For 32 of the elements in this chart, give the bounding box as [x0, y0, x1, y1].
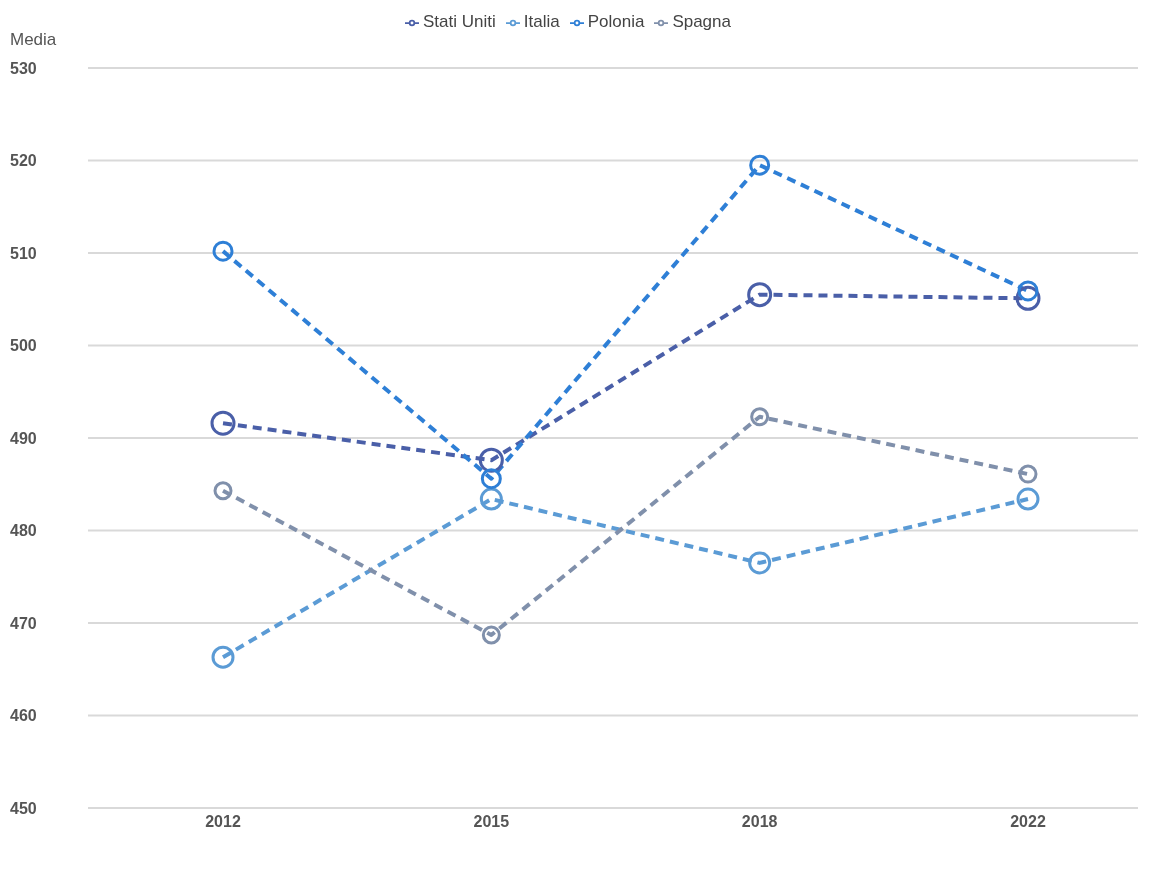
y-tick-label: 490 — [10, 429, 37, 447]
y-tick-label: 520 — [10, 152, 37, 170]
point — [1017, 280, 1039, 302]
point — [213, 481, 233, 501]
y-tick-label: 530 — [10, 59, 37, 77]
legend-label: Polonia — [587, 12, 645, 31]
y-tick-label: 510 — [10, 244, 37, 262]
point — [749, 154, 771, 176]
point — [750, 407, 770, 427]
point — [210, 410, 236, 436]
x-tick-label: 2022 — [1010, 813, 1046, 831]
point — [1016, 487, 1040, 511]
legend-label: Italia — [523, 12, 560, 31]
y-tick-label: 500 — [10, 337, 37, 355]
legend-label: Spagna — [672, 12, 731, 31]
y-tick-label: 460 — [10, 707, 37, 725]
point — [748, 551, 772, 575]
x-tick-label: 2012 — [205, 813, 241, 831]
point — [479, 487, 503, 511]
point — [211, 645, 235, 669]
point — [747, 282, 773, 308]
point — [480, 468, 502, 490]
legend-label: Stati Uniti — [422, 12, 496, 31]
y-axis-title: Media — [10, 30, 57, 50]
point — [212, 240, 234, 262]
x-tick-label: 2015 — [473, 813, 510, 831]
y-tick-label: 480 — [10, 522, 37, 540]
point — [481, 625, 501, 645]
y-tick-label: 450 — [10, 799, 37, 817]
point — [1018, 464, 1038, 484]
x-tick-label: 2018 — [741, 813, 778, 831]
y-tick-label: 470 — [10, 614, 37, 632]
